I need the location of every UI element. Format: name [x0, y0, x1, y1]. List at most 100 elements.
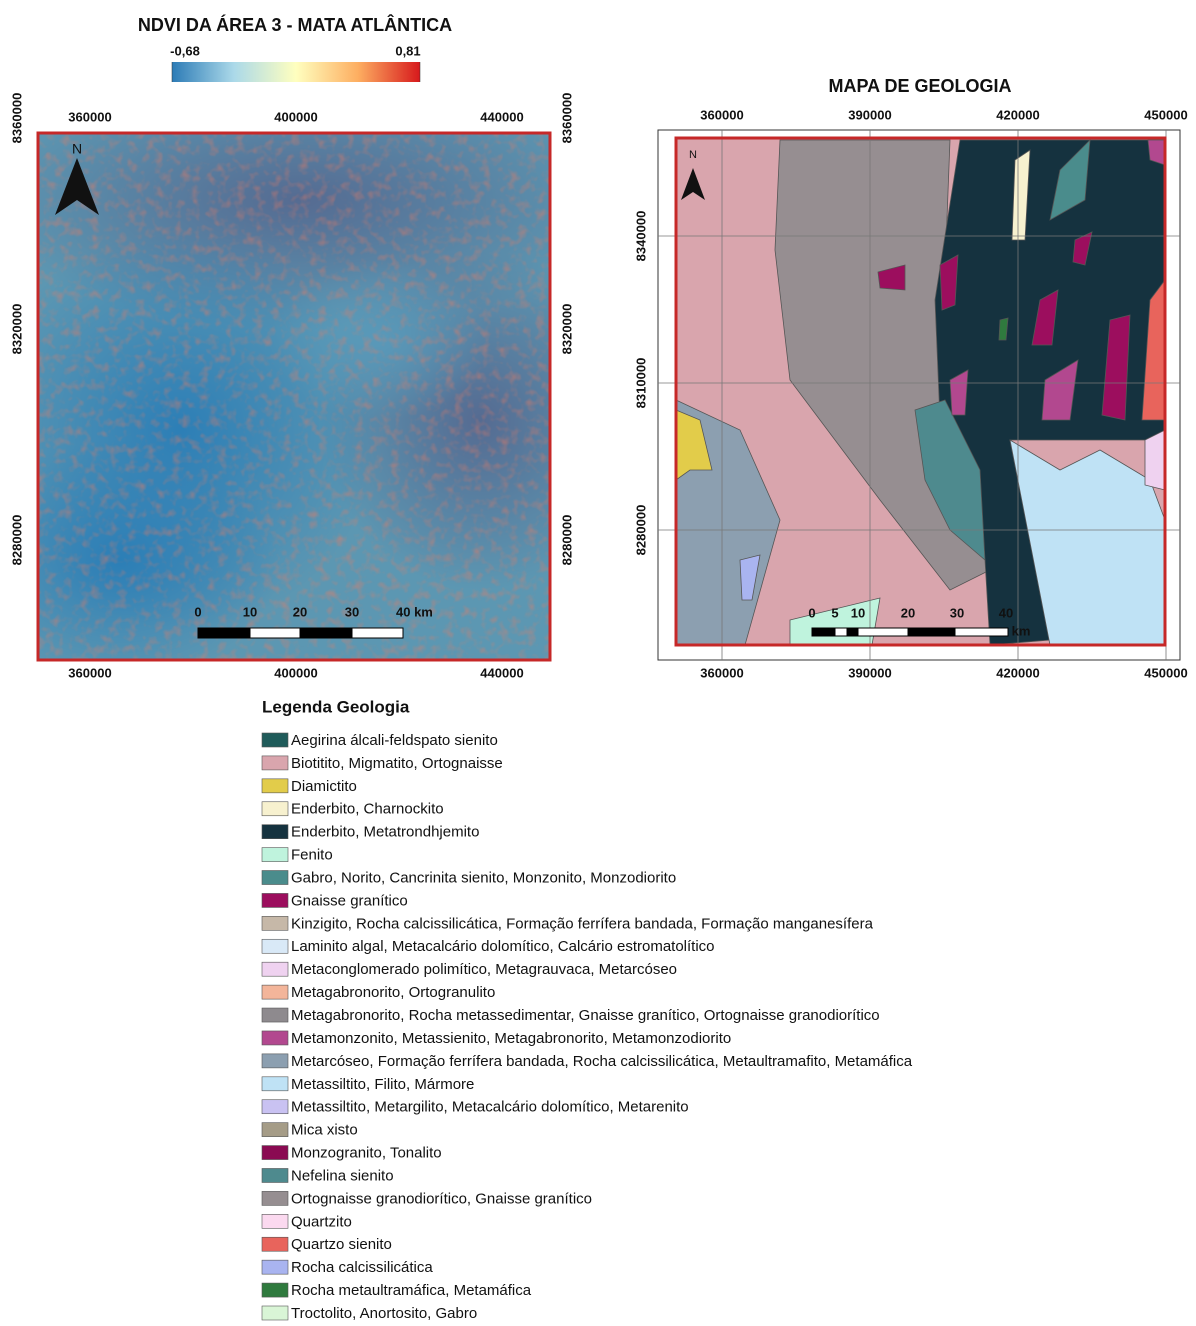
legend-label: Gabro, Norito, Cancrinita sienito, Monzo…: [291, 869, 676, 886]
y-tick-label: 8280000: [633, 505, 648, 556]
x-tick-label: 360000: [68, 665, 111, 680]
legend-label: Metarcóseo, Formação ferrífera bandada, …: [291, 1053, 913, 1070]
y-tick-label: 8280000: [9, 515, 24, 566]
colorbar: [172, 62, 420, 82]
legend-label: Quartzito: [291, 1213, 352, 1230]
figure: NDVI DA ÁREA 3 - MATA ATLÂNTICA -0,680,8…: [0, 0, 1196, 1321]
legend-swatch: [262, 733, 288, 747]
x-tick-label: 420000: [996, 107, 1039, 122]
x-tick-label: 390000: [848, 665, 891, 680]
legend-label: Monzogranito, Tonalito: [291, 1145, 442, 1162]
legend-label: Rocha calcissilicática: [291, 1259, 433, 1276]
legend-label: Gnaisse granítico: [291, 892, 408, 909]
legend-swatch: [262, 1123, 288, 1137]
legend-swatch: [262, 1031, 288, 1045]
legend-swatch: [262, 1260, 288, 1274]
legend-label: Mica xisto: [291, 1122, 358, 1139]
legend-swatch: [262, 1191, 288, 1205]
legend-swatch: [262, 802, 288, 816]
x-tick-label: 450000: [1144, 665, 1187, 680]
scale-segment: [250, 628, 300, 638]
scale-label: 20: [293, 604, 307, 619]
legend-swatch: [262, 756, 288, 770]
ndvi-raster: [0, 70, 640, 680]
legend-swatch: [262, 1237, 288, 1251]
legend-swatch: [262, 848, 288, 862]
legend-swatch: [262, 1283, 288, 1297]
legend-label: Kinzigito, Rocha calcissilicática, Forma…: [291, 915, 874, 932]
legend-label: Troctolito, Anortosito, Gabro: [291, 1305, 477, 1321]
x-tick-label: 360000: [700, 665, 743, 680]
geology-title: MAPA DE GEOLOGIA: [828, 76, 1011, 96]
legend-swatch: [262, 871, 288, 885]
body: NDVI DA ÁREA 3 - MATA ATLÂNTICA -0,680,8…: [0, 0, 1196, 1321]
legend-swatch: [262, 1100, 288, 1114]
x-tick-label: 360000: [68, 109, 111, 124]
legend-label: Ortognaisse granodiorítico, Gnaisse gran…: [291, 1190, 592, 1207]
colorbar-label: -0,68: [170, 43, 200, 58]
scale-label: 10: [851, 605, 865, 620]
y-tick-label: 8280000: [559, 515, 574, 566]
legend-label: Laminito algal, Metacalcário dolomítico,…: [291, 938, 715, 955]
scale-label: 30: [950, 605, 964, 620]
north-label: N: [72, 141, 82, 157]
scale-segment: [858, 628, 908, 636]
ndvi-title: NDVI DA ÁREA 3 - MATA ATLÂNTICA: [138, 14, 452, 35]
x-tick-label: 360000: [700, 107, 743, 122]
scale-segment: [847, 628, 858, 636]
y-tick-label: 8360000: [559, 93, 574, 144]
y-tick-label: 8320000: [559, 304, 574, 355]
legend-label: Metassiltito, Metargilito, Metacalcário …: [291, 1099, 689, 1116]
legend-label: Metaconglomerado polimítico, Metagrauvac…: [291, 961, 677, 978]
legend-swatch: [262, 1008, 288, 1022]
legend-label: Quartzo sienito: [291, 1236, 392, 1253]
legend-swatch: [262, 779, 288, 793]
scale-label: 40 km: [396, 604, 433, 619]
legend-label: Rocha metaultramáfica, Metamáfica: [291, 1282, 532, 1299]
scale-segment: [908, 628, 955, 636]
y-tick-label: 8310000: [633, 358, 648, 409]
legend-label: Aegirina álcali-feldspato sienito: [291, 732, 498, 749]
scale-segment: [352, 628, 403, 638]
scale-label: km: [1012, 623, 1031, 638]
page: NDVI e Geologia {"ndvi_map": {"title": "…: [0, 0, 1196, 1321]
legend-label: Nefelina sienito: [291, 1167, 394, 1184]
legend-swatch: [262, 916, 288, 930]
x-tick-label: 420000: [996, 665, 1039, 680]
x-tick-label: 400000: [274, 109, 317, 124]
legend-label: Fenito: [291, 847, 333, 864]
legend-label: Metamonzonito, Metassienito, Metagabrono…: [291, 1030, 731, 1047]
legend-label: Enderbito, Charnockito: [291, 801, 444, 818]
y-tick-label: 8340000: [633, 211, 648, 262]
legend: Aegirina álcali-feldspato sienitoBiotiti…: [262, 732, 913, 1321]
legend-swatch: [262, 985, 288, 999]
legend-swatch: [262, 1054, 288, 1068]
legend-swatch: [262, 1306, 288, 1320]
scale-label: 40: [999, 605, 1013, 620]
scale-label: 10: [243, 604, 257, 619]
scale-label: 0: [194, 604, 201, 619]
legend-swatch: [262, 1077, 288, 1091]
y-tick-label: 8360000: [9, 93, 24, 144]
x-tick-label: 440000: [480, 665, 523, 680]
legend-label: Metagabronorito, Ortogranulito: [291, 984, 495, 1001]
legend-swatch: [262, 962, 288, 976]
x-tick-label: 400000: [274, 665, 317, 680]
legend-swatch: [262, 1146, 288, 1160]
legend-swatch: [262, 1214, 288, 1228]
legend-label: Metassiltito, Filito, Mármore: [291, 1076, 474, 1093]
legend-swatch: [262, 825, 288, 839]
north-label: N: [689, 149, 697, 161]
x-tick-label: 390000: [848, 107, 891, 122]
scale-label: 20: [901, 605, 915, 620]
x-tick-label: 450000: [1144, 107, 1187, 122]
scale-label: 5: [831, 605, 838, 620]
scale-segment: [198, 628, 250, 638]
y-tick-label: 8320000: [9, 304, 24, 355]
x-tick-label: 440000: [480, 109, 523, 124]
legend-swatch: [262, 893, 288, 907]
scale-label: 0: [808, 605, 815, 620]
scale-segment: [955, 628, 1008, 636]
legend-title: Legenda Geologia: [262, 697, 410, 716]
legend-label: Diamictito: [291, 778, 357, 795]
